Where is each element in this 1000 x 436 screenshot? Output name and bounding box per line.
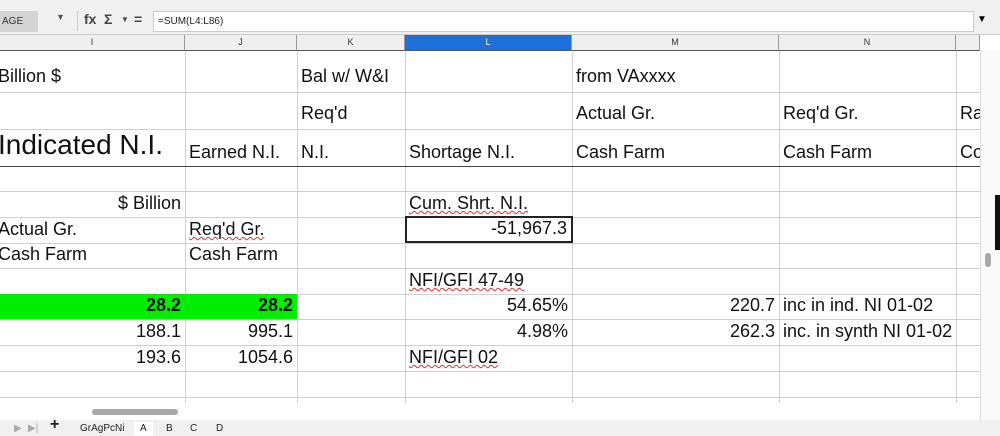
cell-i1[interactable]: Billion $ bbox=[0, 66, 62, 86]
horizontal-scrollbar[interactable] bbox=[0, 403, 980, 420]
cell-i6[interactable]: Actual Gr. bbox=[0, 219, 78, 239]
cell-l11[interactable]: NFI/GFI 02 bbox=[409, 347, 499, 367]
cell-n3[interactable]: Cash Farm bbox=[783, 142, 873, 162]
column-header-j[interactable]: J bbox=[185, 35, 297, 51]
cell-l3[interactable]: Shortage N.I. bbox=[409, 142, 516, 162]
column-header-m[interactable]: M bbox=[572, 35, 779, 51]
scroll-next-tab-icon[interactable]: ▶ bbox=[14, 423, 22, 434]
cell-n2[interactable]: Req'd Gr. bbox=[783, 103, 859, 123]
sheet-tab-c[interactable]: C bbox=[190, 423, 198, 434]
cell-i3[interactable]: Indicated N.I. bbox=[0, 129, 163, 160]
name-box[interactable]: AGE bbox=[0, 11, 38, 32]
grid-line bbox=[0, 319, 980, 320]
cell-m10[interactable]: 262.3 bbox=[729, 321, 775, 341]
grid-line bbox=[185, 51, 186, 403]
sheet-tab-b[interactable]: B bbox=[166, 423, 173, 434]
horizontal-scroll-thumb[interactable] bbox=[92, 409, 178, 415]
grid-line bbox=[0, 243, 980, 244]
cell-j7[interactable]: Cash Farm bbox=[189, 244, 279, 264]
grid-line bbox=[956, 51, 957, 403]
column-header-i[interactable]: I bbox=[0, 35, 185, 51]
cell-l5[interactable]: Cum. Shrt. N.I. bbox=[409, 193, 529, 213]
cell-l6-selected[interactable]: -51,967.3 bbox=[405, 216, 573, 243]
cell-i7[interactable]: Cash Farm bbox=[0, 244, 88, 264]
sum-icon[interactable]: Σ bbox=[104, 11, 113, 27]
cell-j11[interactable]: 1054.6 bbox=[237, 347, 293, 367]
formula-input[interactable]: =SUM(L4:L86) bbox=[153, 11, 974, 32]
sheet-tab-grag[interactable]: GrAgPcNi bbox=[80, 423, 125, 434]
add-sheet-icon[interactable]: + bbox=[50, 416, 60, 433]
grid-line bbox=[0, 294, 980, 295]
cell-l10[interactable]: 4.98% bbox=[516, 321, 568, 341]
grid-line bbox=[0, 166, 980, 167]
grid-line bbox=[779, 51, 780, 403]
sheet-tab-a[interactable]: A bbox=[134, 422, 153, 436]
grid-line bbox=[297, 51, 298, 403]
cell-k1[interactable]: Bal w/ W&I bbox=[301, 66, 390, 86]
cell-o3[interactable]: Co bbox=[960, 142, 984, 162]
cell-j6[interactable]: Req'd Gr. bbox=[189, 219, 265, 239]
formula-equals-icon[interactable]: = bbox=[134, 11, 143, 27]
column-header-k[interactable]: K bbox=[297, 35, 405, 51]
column-header-o[interactable] bbox=[956, 35, 980, 51]
cell-m2[interactable]: Actual Gr. bbox=[576, 103, 656, 123]
cell-j10[interactable]: 995.1 bbox=[247, 321, 293, 341]
grid-line bbox=[0, 397, 980, 398]
cell-o2[interactable]: Ra bbox=[960, 103, 984, 123]
sum-dropdown-icon[interactable]: ▼ bbox=[121, 15, 129, 24]
cell-i9[interactable]: 28.2 bbox=[0, 294, 185, 319]
sidebar-toggle-handle[interactable] bbox=[995, 195, 1000, 250]
name-box-dropdown-icon[interactable]: ▼ bbox=[56, 12, 65, 22]
sheet-tab-d[interactable]: D bbox=[216, 423, 224, 434]
column-header-n[interactable]: N bbox=[779, 35, 956, 51]
vertical-scrollbar[interactable] bbox=[980, 51, 1000, 420]
cell-i10[interactable]: 188.1 bbox=[135, 321, 181, 341]
grid-line bbox=[0, 191, 980, 192]
cell-j9[interactable]: 28.2 bbox=[185, 294, 297, 319]
cell-i5[interactable]: $ Billion bbox=[117, 193, 181, 213]
cell-m3[interactable]: Cash Farm bbox=[576, 142, 666, 162]
expand-formula-icon[interactable]: ▼ bbox=[977, 14, 987, 25]
vertical-scroll-thumb[interactable] bbox=[985, 253, 991, 267]
grid-line bbox=[0, 371, 980, 372]
sheet-tab-bar: ▶ ▶| + GrAgPcNi A B C D bbox=[0, 416, 1000, 436]
grid-line bbox=[0, 129, 980, 130]
cell-l9[interactable]: 54.65% bbox=[506, 295, 568, 315]
grid-line bbox=[0, 268, 980, 269]
cell-n9[interactable]: inc in ind. NI 01-02 bbox=[783, 295, 934, 315]
function-wizard-icon[interactable]: fx bbox=[84, 11, 97, 27]
cell-i11[interactable]: 193.6 bbox=[135, 347, 181, 367]
scroll-last-tab-icon[interactable]: ▶| bbox=[28, 423, 39, 434]
cell-n10[interactable]: inc. in synth NI 01-02 bbox=[783, 321, 953, 341]
cell-k2[interactable]: Req'd bbox=[301, 103, 348, 123]
toolbar-strip bbox=[0, 0, 1000, 8]
grid-line bbox=[0, 345, 980, 346]
cell-k3[interactable]: N.I. bbox=[301, 142, 330, 162]
grid-line bbox=[0, 92, 980, 93]
cell-m9[interactable]: 220.7 bbox=[729, 295, 775, 315]
cell-m1[interactable]: from VAxxxx bbox=[576, 66, 676, 86]
cell-l8[interactable]: NFI/GFI 47-49 bbox=[409, 270, 525, 290]
separator bbox=[77, 11, 78, 31]
cell-j3[interactable]: Earned N.I. bbox=[189, 142, 281, 162]
column-header-l[interactable]: L bbox=[405, 35, 572, 51]
formula-bar: AGE ▼ fx Σ ▼ = =SUM(L4:L86) ▼ bbox=[0, 8, 1000, 35]
